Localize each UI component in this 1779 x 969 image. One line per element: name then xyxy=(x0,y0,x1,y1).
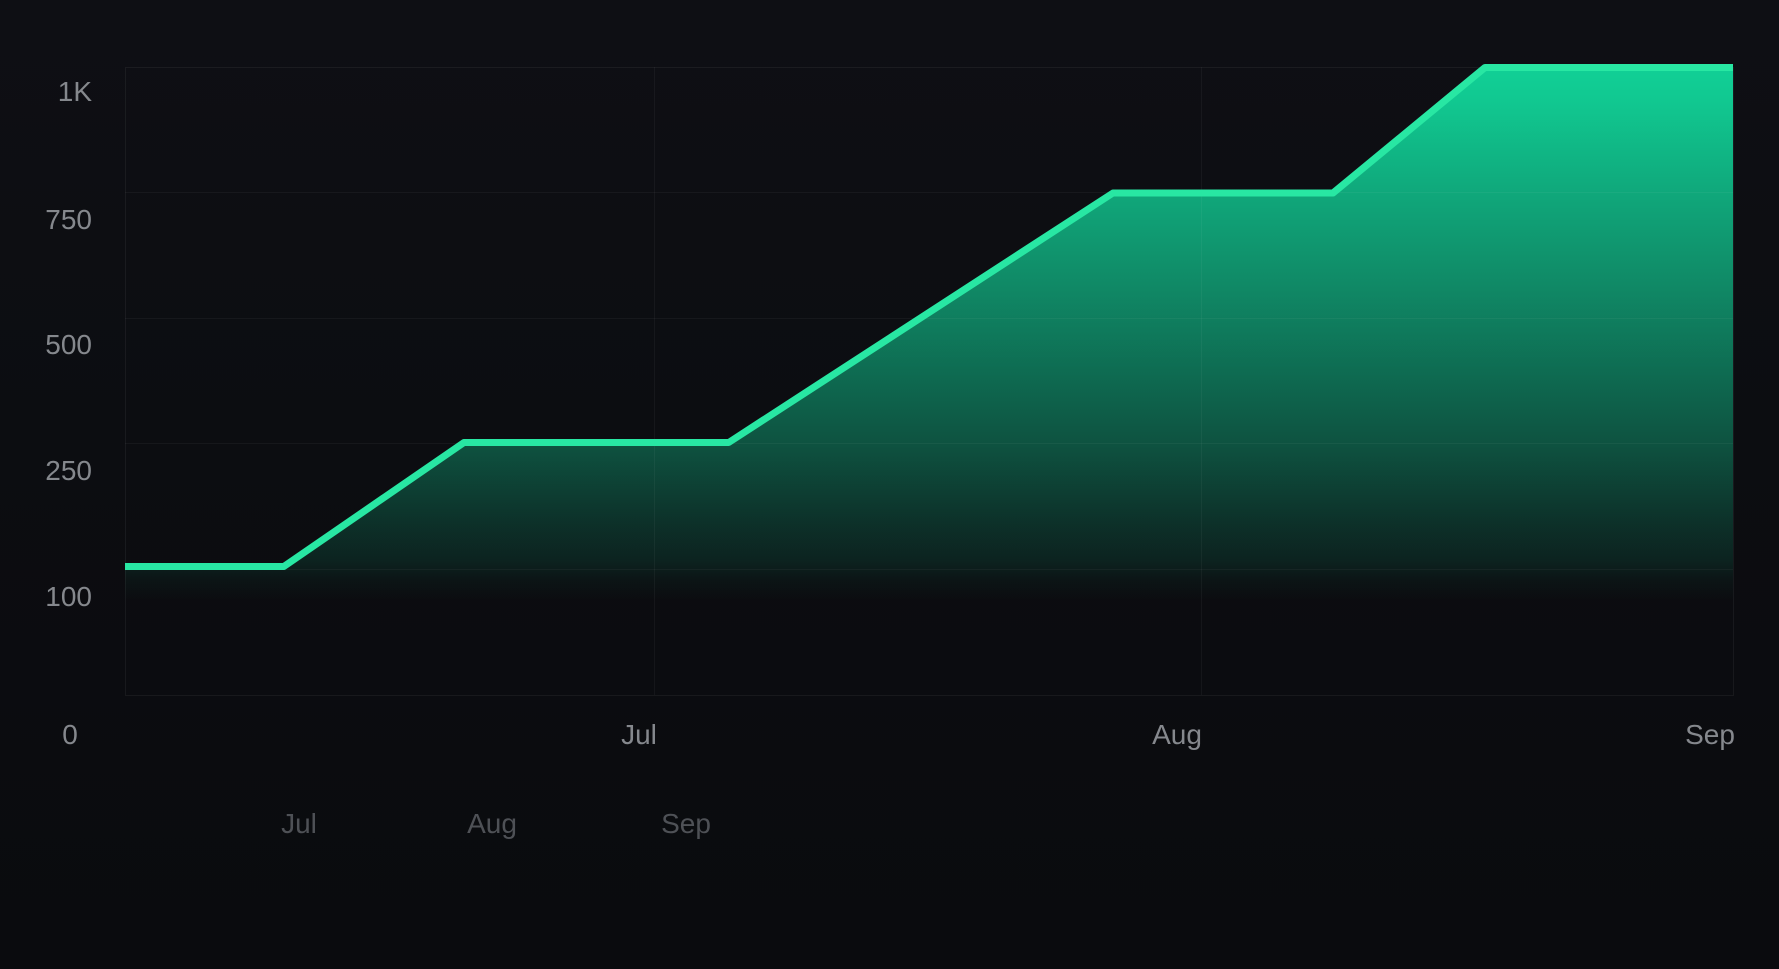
svg-text:Aug: Aug xyxy=(467,808,517,839)
svg-text:1K: 1K xyxy=(58,76,93,107)
svg-text:100: 100 xyxy=(45,581,92,612)
svg-text:0: 0 xyxy=(62,719,78,750)
svg-text:Aug: Aug xyxy=(1152,719,1202,750)
svg-text:250: 250 xyxy=(45,455,92,486)
svg-text:500: 500 xyxy=(45,329,92,360)
svg-text:Jul: Jul xyxy=(281,808,317,839)
svg-text:Sep: Sep xyxy=(1685,719,1735,750)
svg-text:750: 750 xyxy=(45,204,92,235)
svg-text:Jul: Jul xyxy=(621,719,657,750)
svg-text:Sep: Sep xyxy=(661,808,711,839)
